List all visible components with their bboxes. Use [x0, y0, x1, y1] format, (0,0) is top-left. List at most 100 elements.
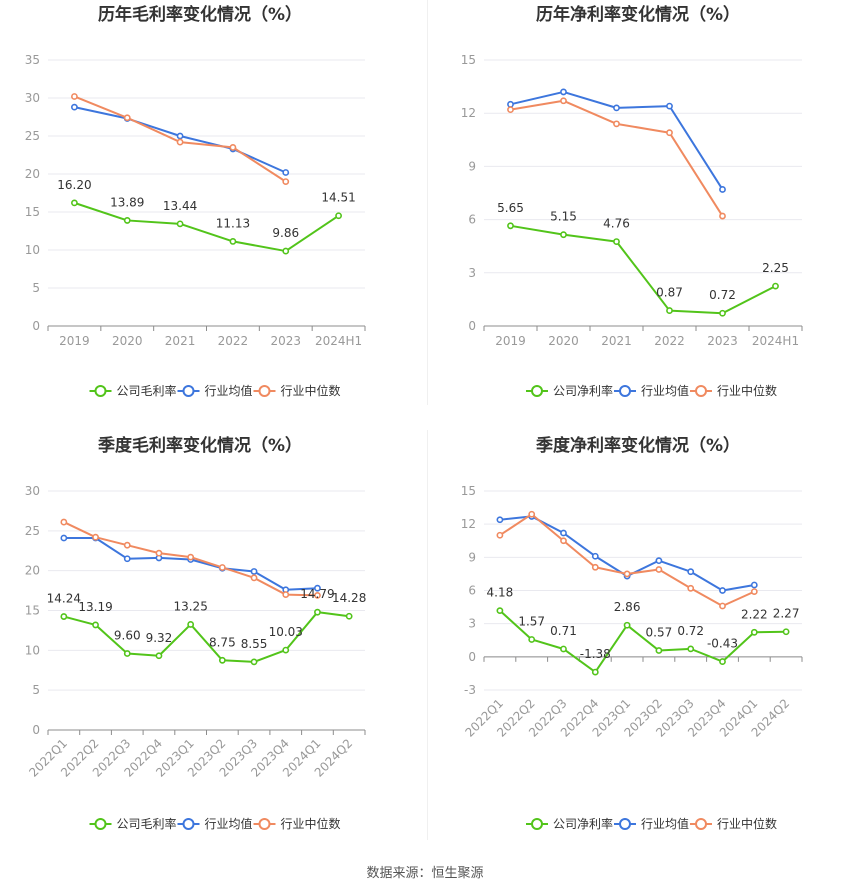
chart-panel-3: 季度毛利率变化情况（%）0510152025302022Q12022Q22022…	[25, 435, 367, 831]
data-label: 2.27	[773, 607, 800, 621]
legend-label: 行业均值	[641, 383, 689, 398]
y-tick-label: -3	[464, 683, 476, 697]
chart-title: 季度毛利率变化情况（%）	[98, 435, 302, 456]
chart-title: 历年净利率变化情况（%）	[536, 4, 740, 25]
data-point	[528, 636, 536, 643]
y-tick-label: 6	[468, 584, 476, 598]
legend-label: 公司毛利率	[117, 816, 177, 831]
x-tick-label: 2020	[112, 334, 143, 348]
data-label: 1.57	[518, 614, 545, 628]
data-point	[282, 247, 290, 255]
data-point	[772, 282, 779, 290]
y-tick-label: 25	[25, 524, 40, 538]
legend-label: 行业中位数	[717, 383, 777, 398]
data-label: 13.44	[163, 199, 197, 213]
x-tick-label: 2020	[548, 334, 579, 348]
y-tick-label: 6	[468, 213, 476, 227]
data-point	[123, 114, 131, 122]
y-tick-label: 10	[25, 643, 40, 657]
y-tick-label: 20	[25, 564, 40, 578]
data-point	[282, 178, 290, 185]
data-label: 0.72	[709, 288, 736, 302]
y-tick-label: 35	[25, 53, 40, 67]
data-point	[613, 120, 620, 128]
series-line-2	[63, 537, 318, 591]
data-point	[719, 309, 726, 317]
x-tick-label: 2019	[59, 334, 90, 348]
data-point	[507, 100, 514, 108]
data-label: 10.03	[269, 625, 303, 639]
data-point	[345, 612, 353, 620]
data-point	[282, 591, 290, 598]
data-point	[719, 212, 726, 220]
legend-item-1: 公司净利率	[526, 816, 613, 831]
panel-divider	[427, 0, 428, 405]
x-tick-label: 2024H1	[315, 334, 362, 348]
data-point	[155, 549, 163, 557]
data-point	[560, 537, 567, 545]
legend-item-2: 行业均值	[614, 816, 689, 831]
data-point	[560, 529, 567, 537]
y-tick-label: 5	[32, 683, 40, 697]
data-point	[782, 628, 790, 636]
y-tick-label: 0	[32, 319, 40, 333]
data-point	[176, 132, 184, 140]
data-point	[229, 143, 237, 151]
chart-panel-2: 历年净利率变化情况（%） 0 3 6 9 12 15 2019 2020 2021 2022 2023…	[461, 4, 803, 398]
legend-label: 公司毛利率	[117, 383, 177, 398]
data-label: -0.43	[707, 637, 738, 651]
legend-label: 公司净利率	[553, 383, 613, 398]
legend-item-3: 行业中位数	[690, 383, 777, 398]
legend-label: 行业中位数	[281, 383, 341, 398]
data-point	[496, 516, 504, 524]
data-point	[187, 621, 195, 628]
legend-item-1: 公司净利率	[526, 383, 613, 398]
data-label: 13.25	[173, 599, 207, 613]
data-label: 13.89	[110, 195, 144, 209]
data-point	[750, 581, 758, 589]
data-label: 2.22	[741, 607, 768, 621]
data-label: 4.76	[603, 217, 630, 231]
data-point	[719, 602, 726, 610]
data-label: 14.24	[47, 592, 81, 606]
legend-label: 行业均值	[205, 383, 253, 398]
data-point	[282, 646, 290, 654]
y-tick-label: 25	[25, 129, 40, 143]
data-label: 11.13	[216, 216, 250, 230]
legend-marker	[258, 818, 271, 830]
data-point	[60, 518, 68, 526]
data-label: 16.20	[57, 178, 91, 192]
data-label: 13.19	[78, 600, 112, 614]
data-point	[155, 652, 163, 660]
series-line-1	[63, 611, 350, 663]
data-point	[92, 533, 99, 541]
legend-item-1: 公司毛利率	[89, 816, 177, 831]
y-tick-label: 10	[25, 243, 40, 257]
data-point	[60, 534, 68, 542]
y-tick-label: 0	[32, 723, 40, 737]
series-line-3	[510, 99, 724, 217]
data-point	[314, 591, 321, 599]
legend-item-2: 行业均值	[177, 816, 253, 831]
data-point	[666, 307, 673, 314]
legend-item-3: 行业中位数	[253, 816, 341, 831]
data-point	[250, 574, 258, 582]
data-point	[623, 621, 631, 629]
data-label: 9.32	[146, 631, 173, 645]
data-point	[282, 169, 290, 176]
x-tick-label: 2022	[654, 334, 685, 348]
legend-marker	[258, 385, 271, 397]
data-point	[687, 645, 695, 653]
data-point	[123, 555, 131, 563]
legend-marker	[531, 385, 543, 397]
series-line-1	[74, 201, 340, 253]
data-point	[623, 570, 631, 578]
chart-panel-1: 历年毛利率变化情况（%） 0 5 10 15 20 25 30 35 2019 2020 2021 20…	[25, 4, 366, 398]
data-point	[591, 563, 599, 571]
data-point	[314, 608, 321, 616]
y-tick-label: 3	[468, 266, 476, 280]
data-point	[229, 238, 237, 245]
data-label: 8.75	[209, 635, 236, 649]
x-tick-label: 2023	[270, 334, 301, 348]
